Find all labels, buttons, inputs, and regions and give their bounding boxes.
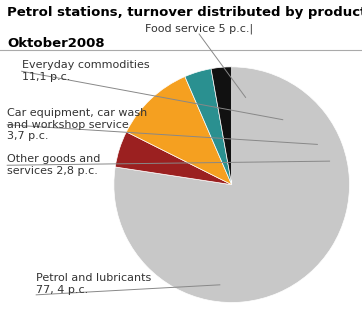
Wedge shape bbox=[114, 67, 349, 303]
Wedge shape bbox=[126, 76, 232, 185]
Text: Other goods and
services 2,8 p.c.: Other goods and services 2,8 p.c. bbox=[7, 155, 101, 176]
Text: Car equipment, car wash
and workshop service
3,7 p.c.: Car equipment, car wash and workshop ser… bbox=[7, 108, 147, 141]
Text: Oktober2008: Oktober2008 bbox=[7, 37, 105, 50]
Wedge shape bbox=[185, 69, 232, 185]
Text: Food service 5 p.c.|: Food service 5 p.c.| bbox=[145, 24, 253, 34]
Text: Everyday commodities
11,1 p.c.: Everyday commodities 11,1 p.c. bbox=[22, 61, 150, 82]
Text: Petrol and lubricants
77, 4 p.c.: Petrol and lubricants 77, 4 p.c. bbox=[36, 273, 151, 295]
Text: Petrol stations, turnover distributed by product groups.: Petrol stations, turnover distributed by… bbox=[7, 6, 362, 19]
Wedge shape bbox=[211, 67, 232, 185]
Wedge shape bbox=[115, 132, 232, 185]
